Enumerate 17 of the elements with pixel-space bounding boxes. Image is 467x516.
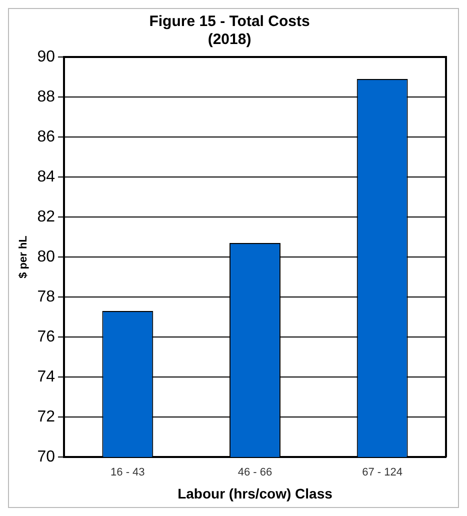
y-tick-label: 82 bbox=[37, 208, 56, 226]
y-tick-label: 84 bbox=[37, 168, 56, 186]
y-tick-label: 86 bbox=[37, 128, 56, 146]
y-tick-label: 90 bbox=[37, 48, 56, 66]
x-axis-title: Labour (hrs/cow) Class bbox=[178, 485, 333, 502]
chart-title: Figure 15 - Total Costs (2018) bbox=[149, 13, 310, 48]
x-tick-label: 16 - 43 bbox=[110, 466, 145, 479]
x-tick-label: 46 - 66 bbox=[238, 466, 272, 479]
y-tick-label: 76 bbox=[37, 328, 56, 346]
y-tick-label: 88 bbox=[37, 88, 56, 106]
y-tick-label: 70 bbox=[37, 448, 56, 466]
y-tick-label: 78 bbox=[37, 288, 56, 306]
y-tick-label: 80 bbox=[37, 248, 56, 266]
y-tick-label: 72 bbox=[37, 408, 56, 426]
y-tick-label: 74 bbox=[37, 368, 56, 386]
y-axis-title: $ per hL bbox=[18, 235, 30, 278]
x-tick-label: 67 - 124 bbox=[362, 466, 403, 479]
